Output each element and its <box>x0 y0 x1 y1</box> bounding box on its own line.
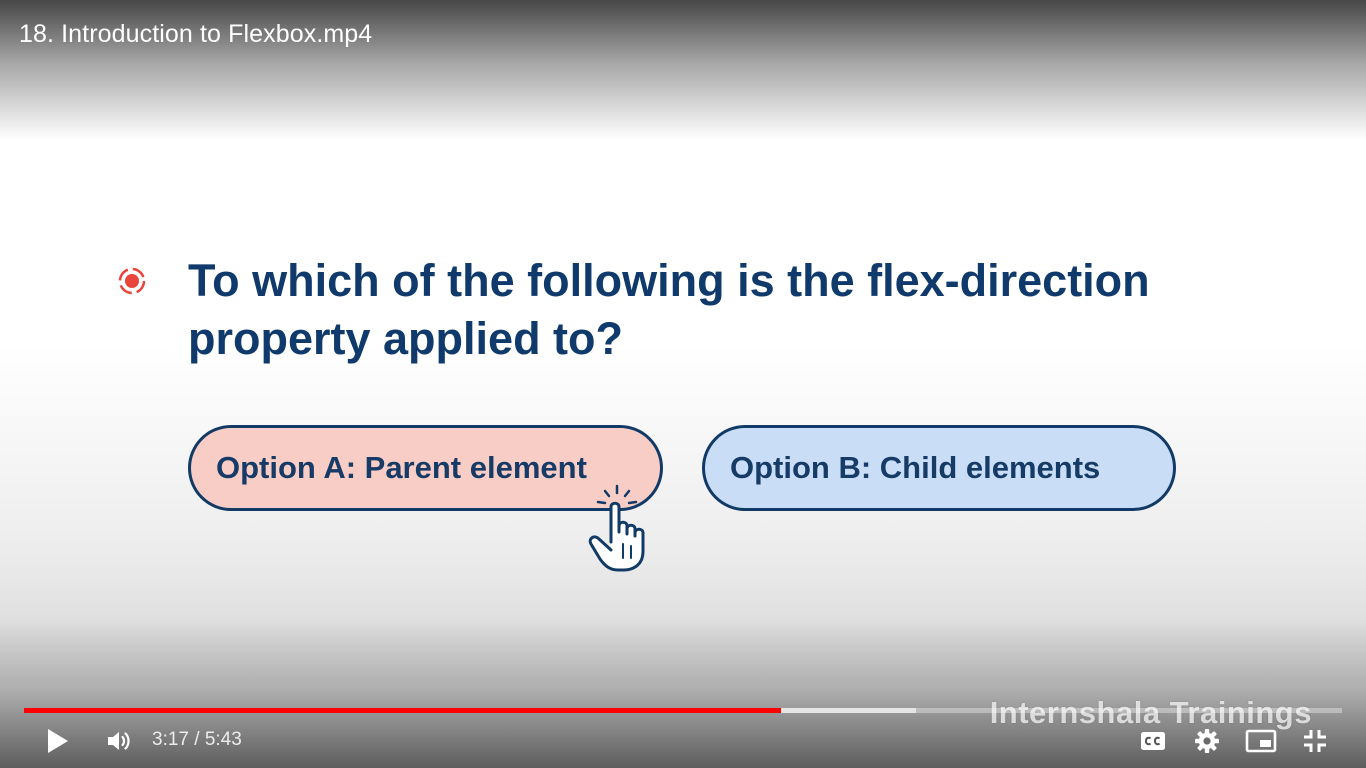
exit-fullscreen-icon <box>1304 730 1326 752</box>
watermark-text: Internshala Trainings <box>989 695 1312 730</box>
gear-icon <box>1195 729 1219 753</box>
duration: 5:43 <box>204 729 242 750</box>
option-a-button[interactable]: Option A: Parent element <box>188 425 663 511</box>
progress-bar[interactable] <box>24 708 1342 713</box>
option-b-button[interactable]: Option B: Child elements <box>702 425 1176 511</box>
play-icon <box>48 729 68 753</box>
exit-fullscreen-button[interactable] <box>1300 726 1330 756</box>
settings-button[interactable] <box>1192 726 1222 756</box>
time-display: 3:17 / 5:43 <box>152 729 242 751</box>
option-a-label: Option A: Parent element <box>216 450 587 485</box>
miniplayer-button[interactable] <box>1244 726 1278 756</box>
miniplayer-icon <box>1245 729 1277 753</box>
video-title: 18. Introduction to Flexbox.mp4 <box>19 20 373 48</box>
captions-button[interactable] <box>1138 726 1168 756</box>
bottom-gradient-overlay <box>0 618 1366 768</box>
option-b-label: Option B: Child elements <box>730 450 1101 485</box>
top-gradient-overlay <box>0 0 1366 140</box>
target-bullet-icon <box>118 267 146 295</box>
current-time: 3:17 <box>152 729 189 750</box>
time-separator: / <box>188 729 205 750</box>
captions-icon <box>1141 732 1165 750</box>
play-button[interactable] <box>40 724 76 758</box>
progress-played <box>24 708 781 713</box>
volume-button[interactable] <box>102 725 136 757</box>
pointer-hand-icon <box>588 484 645 572</box>
volume-icon <box>108 732 130 750</box>
quiz-question: To which of the following is the flex-di… <box>188 255 1150 364</box>
